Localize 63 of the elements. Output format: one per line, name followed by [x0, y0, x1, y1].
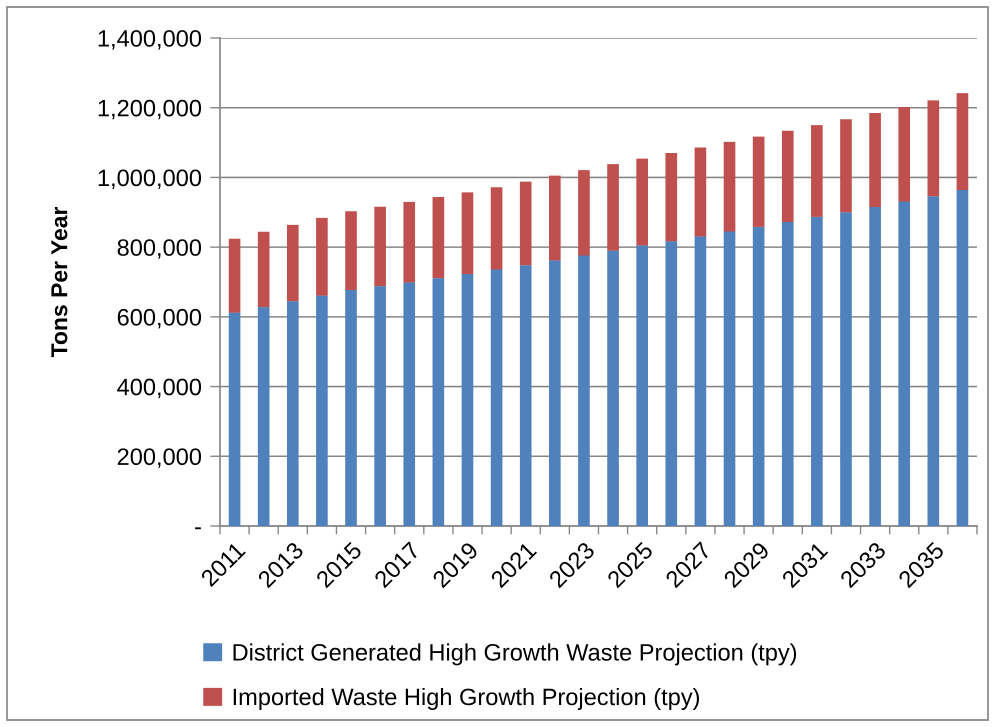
y-tick-label: 1,000,000 [98, 169, 202, 190]
bar [636, 158, 648, 246]
bar [578, 170, 590, 256]
bar [665, 153, 678, 242]
bar [840, 119, 852, 212]
bar [956, 190, 968, 526]
bar [520, 182, 532, 266]
bar [374, 286, 386, 526]
bar [403, 282, 416, 526]
y-tick-label: 1,400,000 [98, 30, 202, 50]
bar [345, 211, 357, 290]
bar [520, 265, 532, 526]
bar [956, 93, 968, 190]
bar [869, 207, 881, 526]
bar [694, 236, 706, 526]
bar [228, 238, 240, 313]
y-tick-label: 800,000 [118, 239, 202, 259]
bar [345, 290, 357, 526]
bar [228, 312, 240, 526]
bar [928, 100, 940, 196]
bar [898, 201, 910, 526]
bar [490, 269, 502, 526]
bar [811, 216, 823, 526]
bar [694, 147, 706, 236]
bar [928, 196, 940, 526]
y-tick-label: - [195, 527, 201, 530]
bar [374, 206, 386, 286]
bar [549, 260, 561, 526]
bar [752, 226, 764, 526]
bar [432, 278, 444, 526]
y-tick-label: 400,000 [117, 378, 202, 398]
bar [752, 136, 764, 227]
y-axis-title: Tons Per Year [51, 206, 68, 358]
bar [316, 296, 328, 526]
bar [286, 224, 299, 302]
bar [286, 301, 299, 526]
y-tick-label: 1,200,000 [98, 100, 202, 120]
bar [403, 202, 416, 282]
bar [782, 130, 794, 222]
legend-label: Imported Waste High Growth Projection (tpy) [234, 688, 699, 710]
bar [636, 245, 648, 526]
bar [462, 192, 474, 274]
bar [258, 307, 270, 526]
bar [432, 196, 444, 278]
bar [724, 142, 736, 232]
bar [724, 231, 736, 526]
bar [462, 274, 474, 526]
bar [316, 218, 328, 296]
bar [607, 250, 619, 526]
y-tick-label: 200,000 [118, 448, 202, 468]
bar [811, 125, 823, 217]
bar [869, 112, 881, 208]
bar [782, 222, 794, 526]
bar [607, 164, 619, 251]
bar [490, 187, 502, 270]
bar [258, 232, 270, 308]
legend-label: District Generated High Growth Waste Projection (tpy) [234, 643, 796, 666]
bar [549, 176, 561, 260]
bar [665, 241, 678, 526]
bar [840, 212, 852, 526]
y-tick-label: 600,000 [118, 308, 202, 328]
bar [578, 256, 590, 526]
bar [898, 107, 910, 202]
